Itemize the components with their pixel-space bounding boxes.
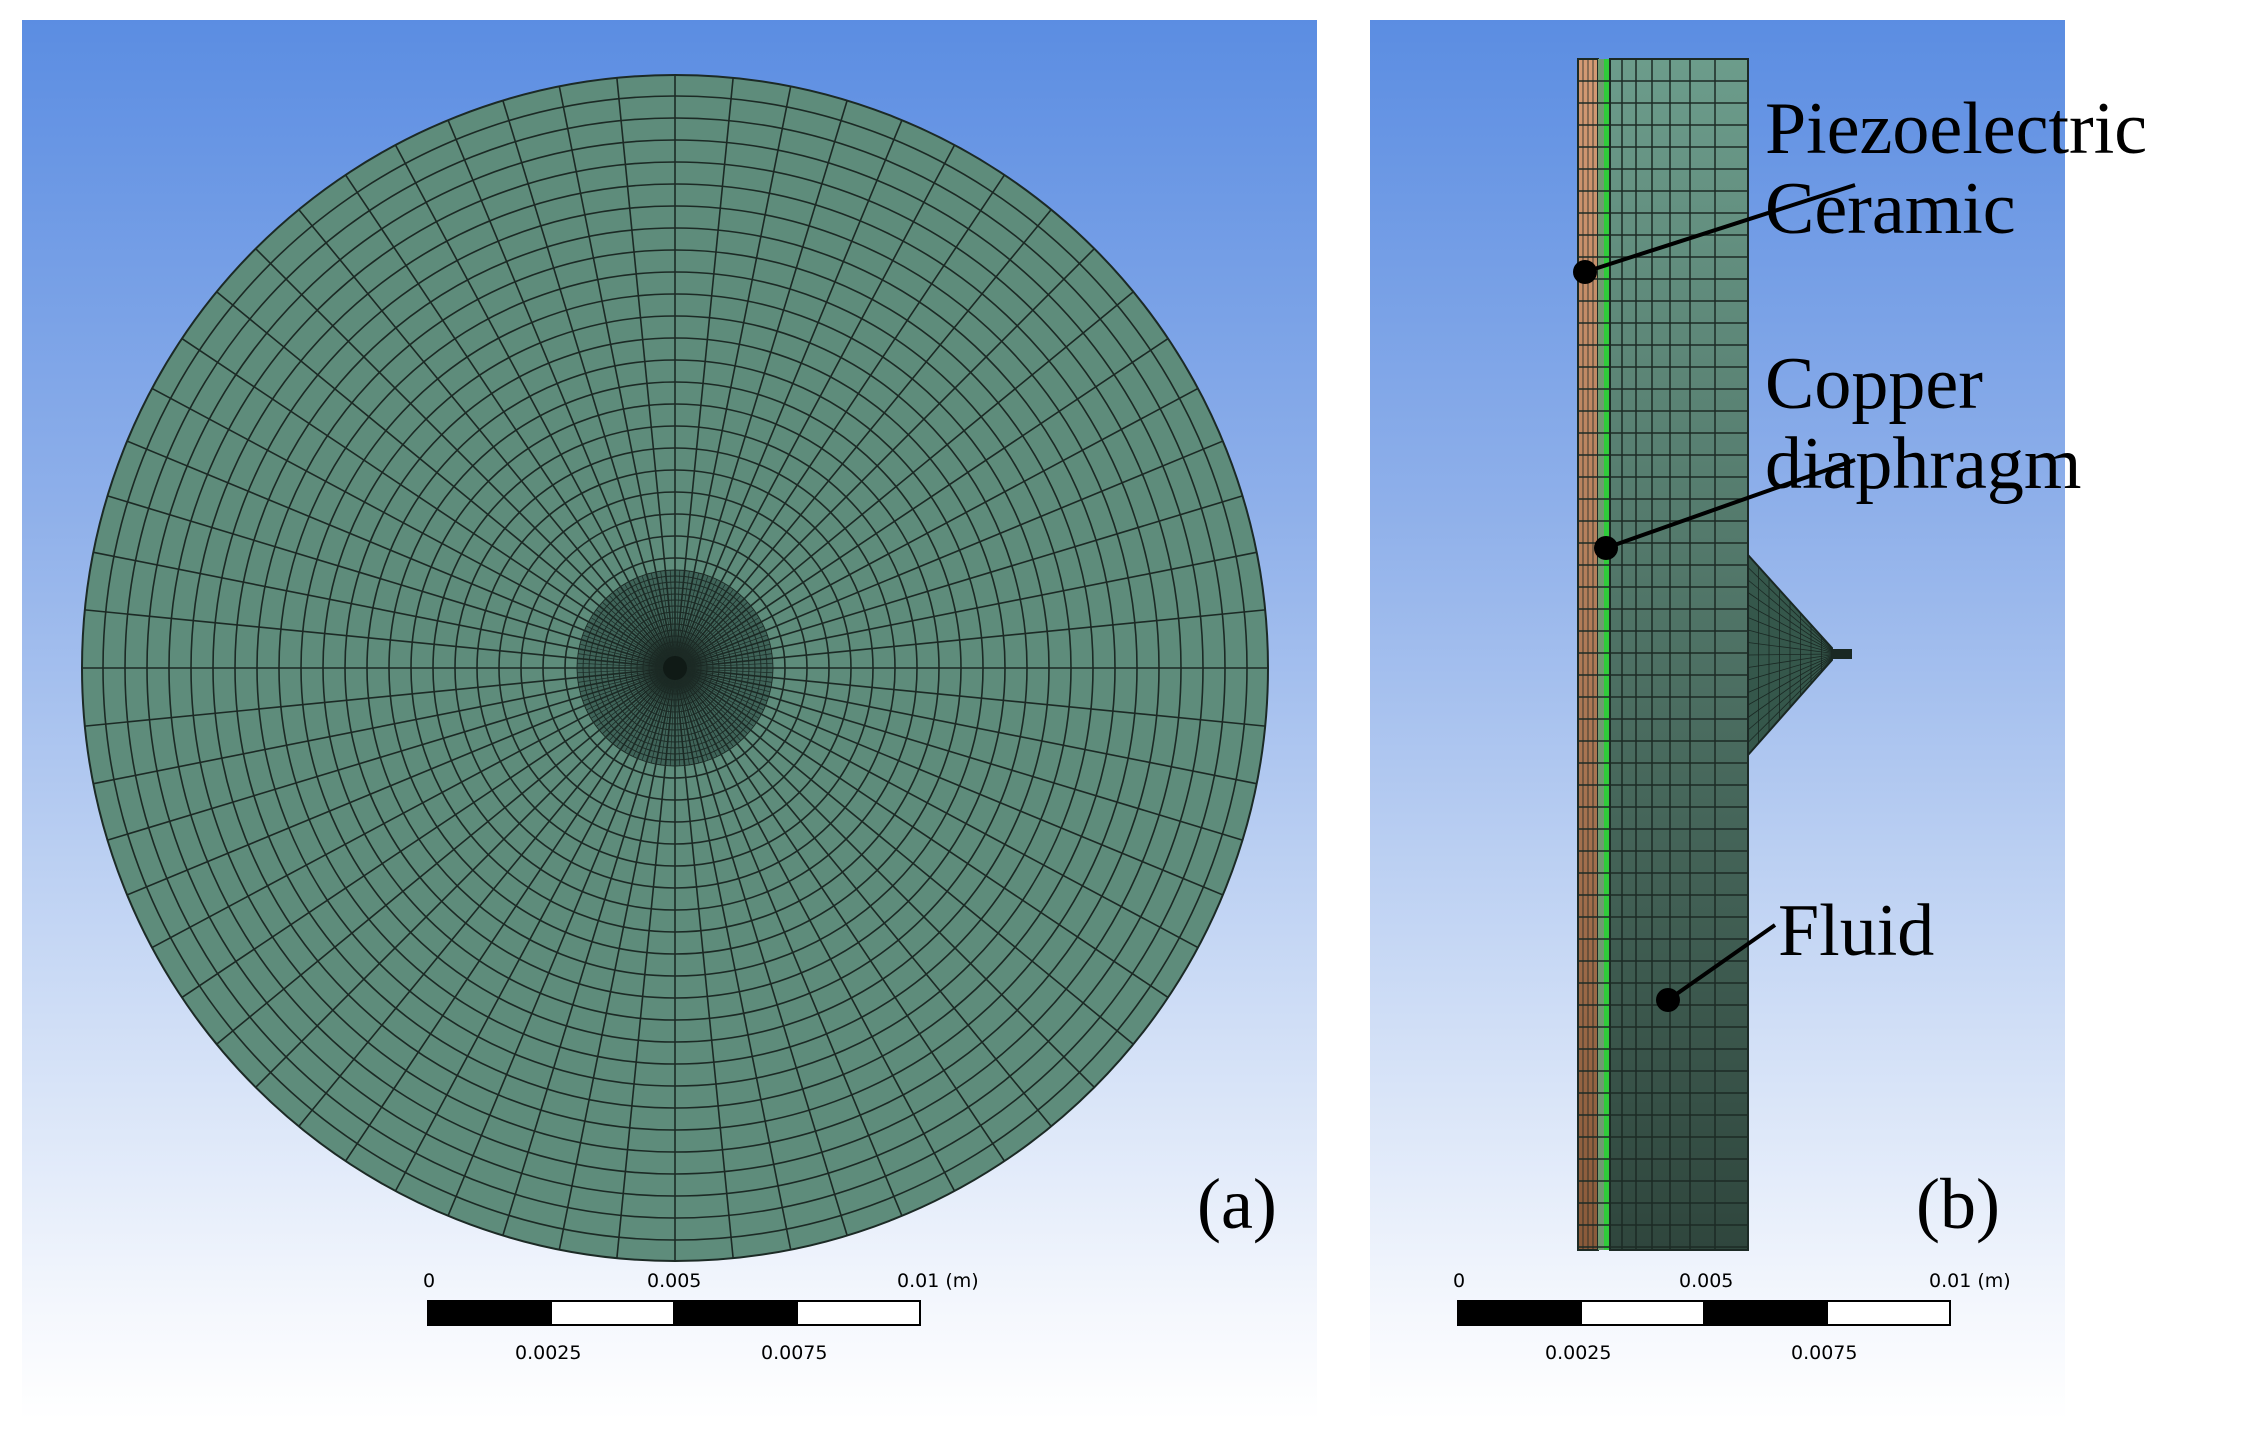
panel-b-label: (b) [1916,1164,2000,1244]
center-node [663,656,687,680]
leader-dot-copper [1594,536,1618,560]
scale-segment-2 [1580,1300,1705,1326]
side-section-mesh [1573,58,1856,1251]
panel-a-label: (a) [1197,1164,1277,1244]
scale-tick-0: 0 [423,1270,436,1292]
scale-tick-0-0075: 0.0075 [1791,1342,1858,1364]
disc-mesh-top-view [81,74,1269,1262]
scale-tick-0-0025: 0.0025 [1545,1342,1612,1364]
callout-fluid: Fluid [1778,890,1935,972]
leader-dot-fluid [1656,988,1680,1012]
scale-tick-0: 0 [1453,1270,1466,1292]
scale-segment-1 [427,1300,552,1326]
panel-a-scale-bar: 0 0.005 0.01 (m) 0.0025 0.0075 [423,1270,979,1400]
scale-segment-3 [1703,1300,1828,1326]
leader-line-fluid [1666,923,1777,1002]
scale-tick-0-005: 0.005 [647,1270,702,1292]
callout-piezoelectric-ceramic: Piezoelectric Ceramic [1765,88,2148,250]
callout-copper-diaphragm: Copper diaphragm [1765,343,2082,505]
scale-segment-4 [796,1300,921,1326]
callout-fluid-text: Fluid [1778,890,1935,972]
mesh-lines [82,75,1268,1261]
nozzle-outlet [1832,649,1852,659]
section-mesh-lines [1578,59,1748,1250]
leader-line-copper [1605,458,1856,550]
scale-segment-4 [1826,1300,1951,1326]
scale-tick-0-005: 0.005 [1679,1270,1734,1292]
copper-layer [1604,59,1610,1250]
gap-layer [1598,59,1604,1250]
callout-piezo-text: Piezoelectric Ceramic [1765,88,2148,250]
leader-dot-piezo [1573,260,1597,284]
scale-segment-1 [1457,1300,1582,1326]
scale-segment-2 [550,1300,675,1326]
scale-tick-0-0025: 0.0025 [515,1342,582,1364]
scale-tick-0-0075: 0.0075 [761,1342,828,1364]
callout-copper-text: Copper diaphragm [1765,343,2082,505]
leader-line-piezo [1584,183,1856,274]
panel-b: (b) 0 0.005 0.01 (m) 0.0025 0.0075 [1370,20,2065,1420]
panel-b-scale-bar: 0 0.005 0.01 (m) 0.0025 0.0075 [1453,1270,2011,1400]
scale-segment-3 [673,1300,798,1326]
scale-tick-0-01: 0.01 (m) [1929,1270,2011,1292]
panel-a: (a) 0 0.005 0.01 (m) 0.0025 0.0075 [22,20,1317,1420]
scale-tick-0-01: 0.01 (m) [897,1270,979,1292]
nozzle-mesh [1747,554,1833,756]
